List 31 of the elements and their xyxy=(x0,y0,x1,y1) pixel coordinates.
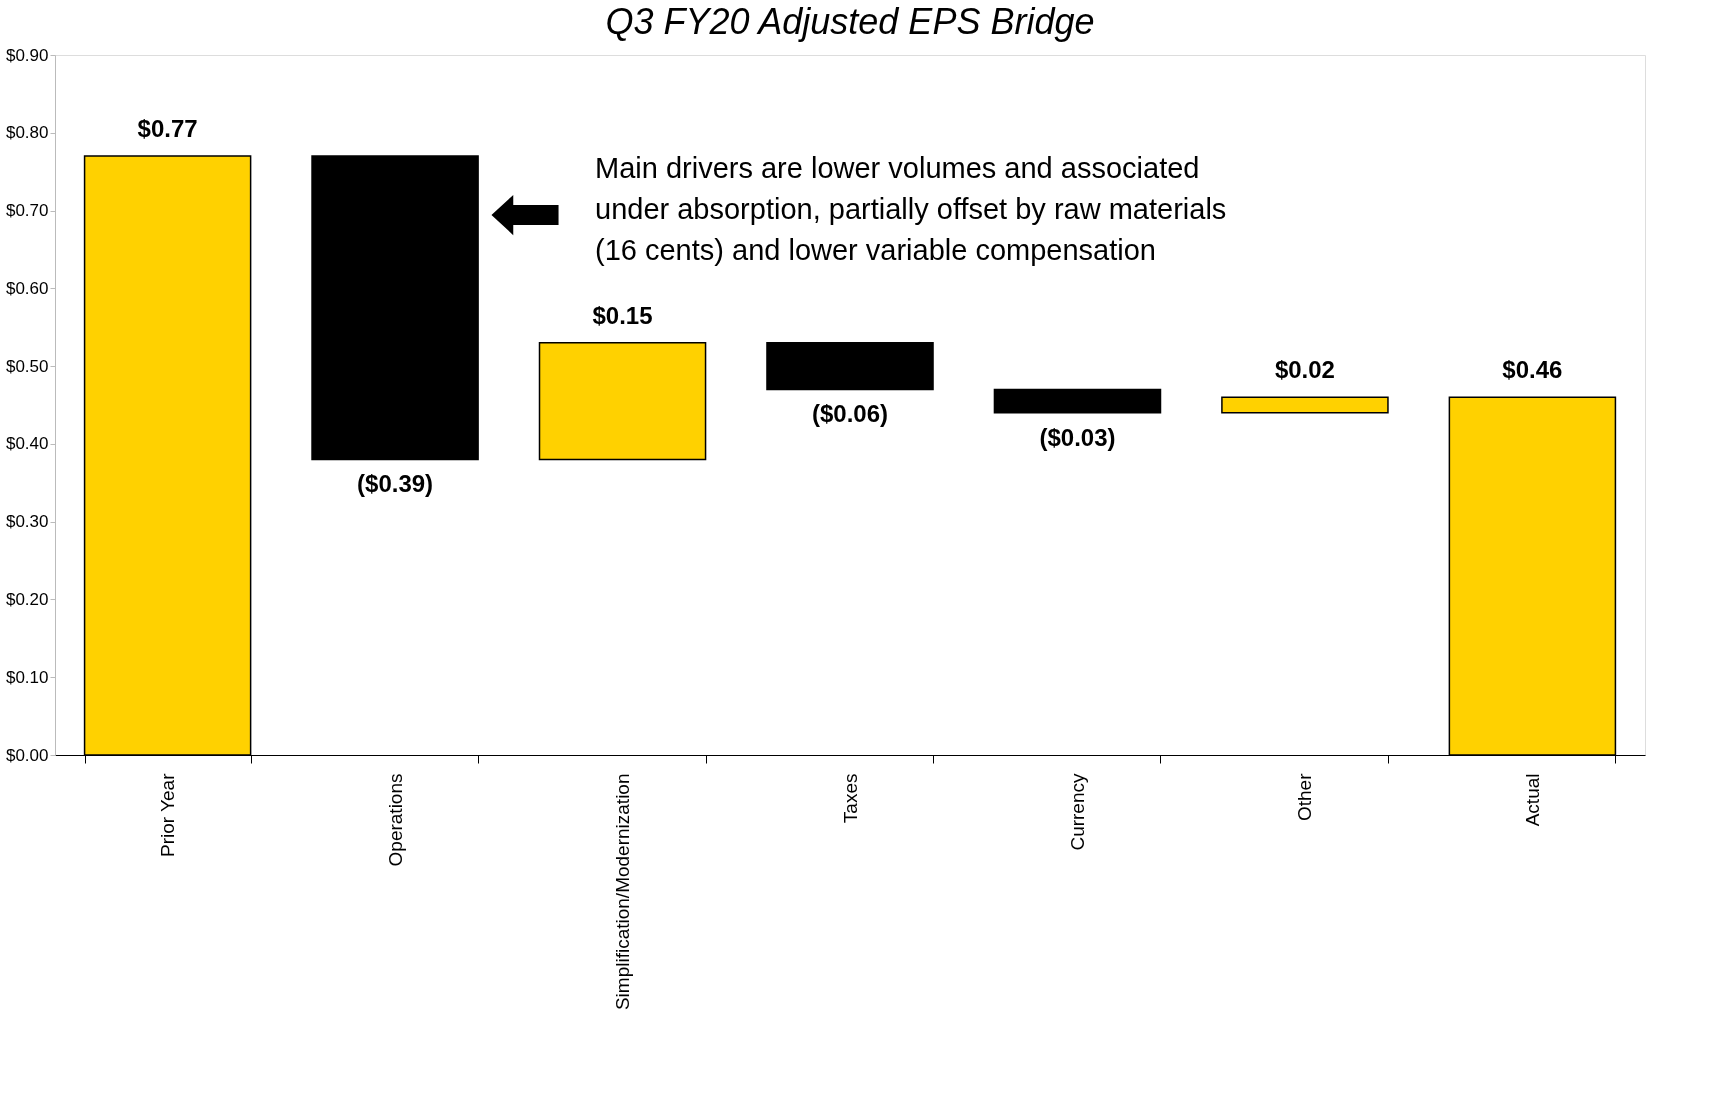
x-tick-label: Simplification/Modernization xyxy=(612,773,634,1011)
y-tick-label: $0.40 xyxy=(5,434,49,454)
data-label: ($0.06) xyxy=(811,400,889,428)
y-tick-label: $0.70 xyxy=(5,201,49,221)
x-tick-label: Taxes xyxy=(839,773,861,824)
data-label: $0.46 xyxy=(1502,356,1563,384)
y-tick-label: $0.80 xyxy=(5,123,49,143)
x-tick-label: Prior Year xyxy=(157,772,179,857)
data-label: $0.15 xyxy=(592,301,653,329)
y-tick-label: $0.00 xyxy=(5,745,49,765)
y-tick-label: $0.10 xyxy=(5,667,49,687)
bar xyxy=(766,342,934,391)
data-label: $0.02 xyxy=(1274,356,1335,384)
data-label: $0.77 xyxy=(137,115,198,143)
x-tick-label: Operations xyxy=(384,773,406,867)
bar xyxy=(993,388,1162,414)
bar xyxy=(1221,396,1389,414)
y-tick-label: $0.60 xyxy=(5,278,49,298)
data-label: ($0.03) xyxy=(1039,423,1116,451)
annotation: Main drivers are lower volumes and associated under absorption, partially offset by raw materials (16 cents) and lower variable compensation xyxy=(595,152,1227,266)
x-tick-label: Other xyxy=(1294,772,1316,822)
x-tick-label: Currency xyxy=(1066,773,1088,851)
chart-title: Q3 FY20 Adjusted EPS Bridge xyxy=(605,1,1095,42)
bar xyxy=(538,342,707,461)
bar xyxy=(311,155,479,461)
y-tick-label: $0.90 xyxy=(5,45,49,65)
y-tick-label: $0.20 xyxy=(5,589,49,609)
y-tick-label: $0.50 xyxy=(5,356,49,376)
y-tick-label: $0.30 xyxy=(5,512,49,532)
x-tick-label: Actual xyxy=(1521,773,1543,827)
data-label: ($0.39) xyxy=(357,470,434,498)
